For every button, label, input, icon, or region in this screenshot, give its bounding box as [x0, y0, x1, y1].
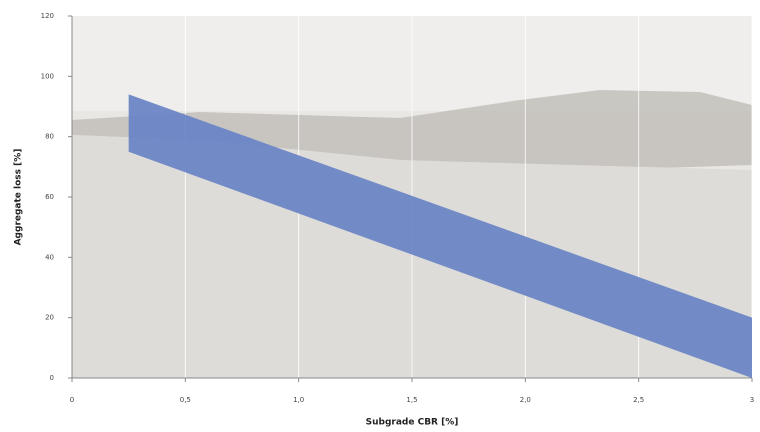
y-tick-label: 20 [45, 314, 54, 322]
x-tick-label: 0,5 [180, 396, 191, 404]
y-tick-label: 0 [50, 374, 54, 382]
y-tick-label: 120 [41, 12, 54, 20]
y-tick-label: 80 [45, 133, 54, 141]
x-axis-label: Subgrade CBR [%] [366, 418, 459, 428]
y-tick-label: 100 [41, 72, 54, 80]
band-area [128, 94, 752, 378]
x-tick-label: 2,5 [633, 396, 644, 404]
y-tick-label: 40 [45, 253, 54, 261]
x-tick-label: 3 [750, 396, 754, 404]
x-tick-label: 1,0 [293, 396, 304, 404]
y-axis-label: Aggregate loss [%] [14, 149, 24, 246]
x-tick-label: 2,0 [520, 396, 531, 404]
y-tick-label: 60 [45, 193, 54, 201]
x-tick-label: 1,5 [406, 396, 417, 404]
x-tick-label: 0 [70, 396, 74, 404]
